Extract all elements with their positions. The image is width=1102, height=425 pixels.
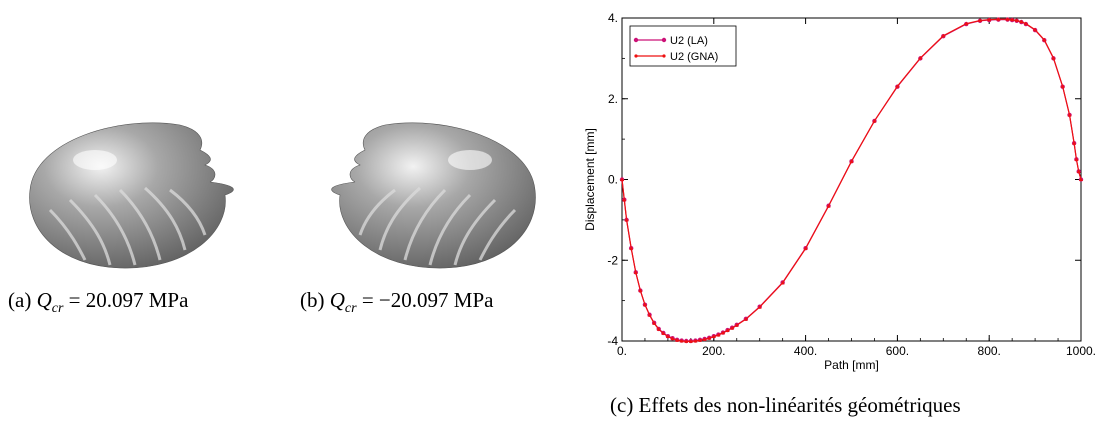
caption-a-value: = 20.097 MPa <box>63 288 189 312</box>
data-point <box>743 317 748 321</box>
plot-frame <box>621 17 1082 342</box>
data-point <box>679 339 684 343</box>
data-point <box>707 336 712 340</box>
y-tick-label: 0. <box>608 173 618 187</box>
data-point <box>895 84 900 88</box>
data-point <box>622 197 627 202</box>
data-point <box>1072 141 1077 145</box>
data-point <box>702 337 707 341</box>
caption-a-var: Q <box>36 288 52 312</box>
data-point <box>675 338 680 342</box>
x-tick-label: 0. <box>617 344 627 358</box>
shell-render-b <box>315 110 555 280</box>
data-point <box>698 338 703 342</box>
legend-marker <box>634 54 638 58</box>
data-point <box>638 288 643 293</box>
data-point <box>1051 55 1056 60</box>
data-point <box>826 204 831 208</box>
data-point <box>996 17 1001 21</box>
data-point <box>1067 112 1072 117</box>
x-tick-label: 400. <box>794 344 817 358</box>
caption-b-value: = −20.097 MPa <box>356 288 494 312</box>
x-tick-label: 800. <box>978 344 1001 358</box>
data-point <box>1033 27 1038 32</box>
data-point <box>987 17 992 22</box>
legend: U2 (LA) U2 (GNA) <box>629 25 737 67</box>
data-point <box>1060 84 1065 88</box>
data-point <box>1079 177 1083 181</box>
data-point <box>849 159 854 163</box>
shell-render-a-graphic <box>29 122 234 269</box>
data-point <box>661 331 666 335</box>
caption-c: (c) Effets des non-linéarités géométriqu… <box>610 393 961 417</box>
data-point <box>684 339 689 343</box>
series-1 <box>620 17 1083 343</box>
shell-render-b-graphic <box>331 122 536 269</box>
series-line <box>621 18 1082 343</box>
data-point <box>1074 157 1079 161</box>
data-point <box>978 18 983 22</box>
caption-a-sub: cr <box>51 301 64 317</box>
x-tick-label: 1000. <box>1066 344 1096 358</box>
data-point <box>872 118 877 123</box>
shell-render-a <box>10 110 250 280</box>
caption-a: (a) Qcr = 20.097 MPa <box>8 288 188 317</box>
data-point <box>720 330 725 335</box>
y-axis-label: Displacement [mm] <box>583 128 597 231</box>
y-tick-label: 2. <box>608 92 618 106</box>
data-point <box>1023 21 1028 26</box>
data-point <box>652 321 657 325</box>
legend-marker <box>633 37 639 43</box>
data-point <box>1076 169 1081 173</box>
data-point <box>633 270 638 274</box>
legend-box <box>629 25 737 67</box>
caption-b-sub: cr <box>344 301 357 317</box>
data-point <box>1014 18 1019 22</box>
caption-b-prefix: (b) <box>300 288 330 312</box>
legend-marker <box>662 54 666 58</box>
legend-marker <box>661 37 667 43</box>
data-point <box>647 313 652 317</box>
x-axis-label: Path [mm] <box>824 358 879 372</box>
legend-label: U2 (LA) <box>670 35 708 47</box>
data-point <box>688 339 693 343</box>
data-point <box>620 177 624 181</box>
data-point <box>734 323 739 327</box>
data-point <box>693 339 698 343</box>
data-point <box>711 334 716 339</box>
caption-b: (b) Qcr = −20.097 MPa <box>300 288 493 317</box>
data-point <box>624 217 629 222</box>
data-point <box>725 328 730 333</box>
legend-label: U2 (GNA) <box>670 51 718 63</box>
y-tick-label: -4 <box>607 334 618 348</box>
data-point <box>1005 17 1010 21</box>
data-point <box>757 305 762 309</box>
data-point <box>716 332 721 337</box>
caption-a-prefix: (a) <box>8 288 37 312</box>
data-point <box>665 334 670 339</box>
data-point <box>941 33 946 38</box>
data-point <box>780 280 785 285</box>
caption-b-var: Q <box>329 288 345 312</box>
data-point <box>730 326 735 330</box>
y-tick-label: 4. <box>608 11 618 25</box>
data-point <box>918 55 923 60</box>
data-point <box>1042 37 1047 42</box>
displacement-chart: 0. 200. 400. 600. 800. 1000. -4 -2 0. 2. 4. Path [m… <box>583 11 1096 372</box>
data-point <box>1019 19 1024 24</box>
y-tick-label: -2 <box>607 253 618 267</box>
data-point <box>803 246 808 251</box>
data-point <box>964 21 969 26</box>
x-tick-label: 200. <box>702 344 725 358</box>
data-point <box>642 302 647 307</box>
data-point <box>656 327 661 331</box>
data-point <box>670 336 675 341</box>
series-line <box>621 19 1082 342</box>
x-tick-label: 600. <box>886 344 909 358</box>
data-point <box>1010 17 1015 22</box>
data-point <box>629 246 634 250</box>
